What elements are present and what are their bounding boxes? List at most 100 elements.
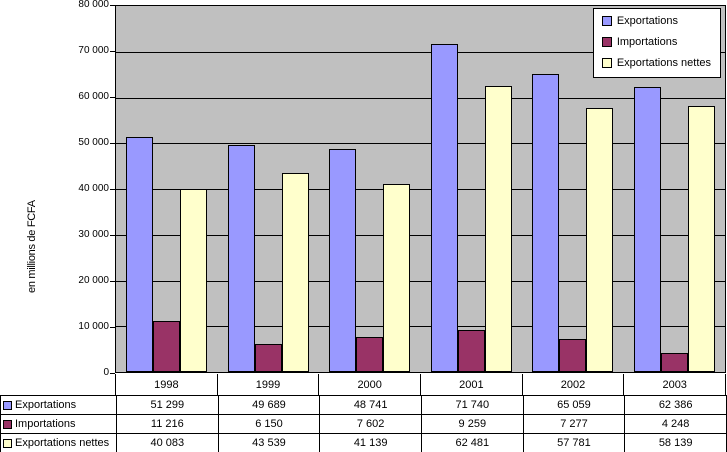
table-row-exportations-nettes: Exportations nettes 40 083 43 539 41 139 62 … bbox=[0, 433, 727, 452]
row-header-exportations: Exportations bbox=[0, 395, 117, 415]
series-key-icon-exportations bbox=[3, 400, 12, 410]
y-tick-mark bbox=[110, 327, 115, 328]
y-tick-label: 10 000 bbox=[78, 321, 109, 332]
value-cell-exportations-nettes-2000: 41 139 bbox=[319, 433, 422, 452]
y-tick-mark bbox=[110, 5, 115, 6]
bar-exportations-1998 bbox=[126, 137, 154, 372]
category-cell-1999: 1999 bbox=[216, 374, 319, 395]
value-cell-importations-1999: 6 150 bbox=[217, 414, 321, 434]
table-row-importations: Importations 11 216 6 150 7 602 9 259 7 277 4 … bbox=[0, 414, 727, 434]
legend: Exportations Importations Exportations net… bbox=[592, 8, 721, 78]
legend-entry-importations: Importations bbox=[601, 36, 711, 48]
gridline bbox=[116, 51, 725, 53]
bar-importations-2003 bbox=[660, 352, 688, 372]
gridline bbox=[116, 189, 725, 190]
row-header-label: Exportations nettes bbox=[15, 437, 110, 449]
value-cell-importations-2003: 4 248 bbox=[624, 414, 727, 434]
legend-key-icon-importations bbox=[601, 37, 612, 47]
row-header-exportations-nettes: Exportations nettes bbox=[0, 433, 117, 452]
value-cell-importations-2000: 7 602 bbox=[319, 414, 422, 434]
bar-importations-2001 bbox=[457, 329, 485, 372]
bar-group-2003 bbox=[624, 6, 726, 372]
series-key-icon-importations bbox=[3, 419, 12, 429]
row-header-content: Exportations bbox=[1, 399, 116, 411]
row-header-content: Importations bbox=[1, 418, 116, 430]
series-key-icon-exportations-nettes bbox=[3, 438, 12, 448]
y-tick-label: 80 000 bbox=[78, 0, 109, 10]
legend-entry-exportations-nettes: Exportations nettes bbox=[601, 57, 711, 69]
gridline bbox=[116, 143, 725, 145]
gridline bbox=[116, 234, 725, 236]
y-tick-label: 50 000 bbox=[78, 137, 109, 148]
value-cell-importations-2002: 7 277 bbox=[522, 414, 626, 434]
bar-exportations-nettes-2002 bbox=[586, 107, 614, 372]
y-tick-mark bbox=[110, 97, 115, 98]
value-cell-exportations-nettes-2001: 62 481 bbox=[420, 433, 524, 452]
y-tick-label: 60 000 bbox=[78, 91, 109, 102]
category-cell-2001: 2001 bbox=[420, 374, 522, 395]
category-cell-2002: 2002 bbox=[521, 374, 624, 395]
bar-exportations-2000 bbox=[329, 149, 357, 372]
legend-label: Importations bbox=[616, 36, 678, 48]
y-tick-label: 40 000 bbox=[78, 183, 109, 194]
category-cell-1998: 1998 bbox=[115, 374, 217, 395]
value-cell-exportations-1999: 49 689 bbox=[217, 395, 321, 415]
bar-importations-2000 bbox=[356, 337, 384, 372]
y-tick-mark bbox=[110, 143, 115, 144]
bar-exportations-nettes-2001 bbox=[484, 86, 512, 372]
value-cell-exportations-2000: 48 741 bbox=[319, 395, 422, 415]
bar-importations-1999 bbox=[254, 343, 282, 372]
bar-exportations-2003 bbox=[633, 86, 661, 372]
y-tick-mark bbox=[110, 373, 115, 374]
bar-exportations-1999 bbox=[227, 144, 255, 372]
bar-importations-1998 bbox=[153, 320, 181, 372]
legend-label: Exportations nettes bbox=[616, 57, 711, 69]
bar-exportations-nettes-1999 bbox=[281, 172, 309, 372]
x-axis-category-row: 1998 1999 2000 2001 2002 2003 bbox=[115, 374, 727, 395]
bar-group-2002 bbox=[522, 6, 624, 372]
y-axis-title: en millions de FCFA bbox=[26, 200, 38, 293]
bar-group-1999 bbox=[218, 6, 320, 372]
bar-exportations-nettes-2000 bbox=[383, 183, 411, 372]
y-tick-mark bbox=[110, 51, 115, 52]
value-cell-exportations-nettes-2003: 58 139 bbox=[624, 433, 727, 452]
row-header-content: Exportations nettes bbox=[1, 437, 116, 449]
bar-exportations-2002 bbox=[532, 74, 560, 372]
plot-area: Exportations Importations Exportations net… bbox=[115, 5, 726, 373]
legend-entry-exportations: Exportations bbox=[601, 15, 711, 27]
bar-exportations-nettes-2003 bbox=[687, 106, 715, 372]
row-header-label: Importations bbox=[15, 418, 76, 430]
data-table: Exportations 51 299 49 689 48 741 71 740 65 0… bbox=[0, 395, 727, 452]
category-cell-2003: 2003 bbox=[623, 374, 727, 395]
legend-key-icon-exportations-nettes bbox=[601, 58, 612, 68]
y-tick-mark bbox=[110, 281, 115, 282]
gridline bbox=[116, 280, 725, 282]
bar-exportations-nettes-1998 bbox=[180, 188, 208, 372]
y-tick-mark bbox=[110, 235, 115, 236]
value-cell-exportations-nettes-2002: 57 781 bbox=[522, 433, 626, 452]
bar-group-2001 bbox=[421, 6, 523, 372]
value-cell-importations-2001: 9 259 bbox=[420, 414, 524, 434]
bar-importations-2002 bbox=[559, 338, 587, 372]
y-tick-label: 30 000 bbox=[78, 229, 109, 240]
bar-group-2000 bbox=[319, 6, 421, 372]
value-cell-exportations-2003: 62 386 bbox=[624, 395, 727, 415]
y-tick-mark bbox=[110, 189, 115, 190]
y-tick-label: 20 000 bbox=[78, 275, 109, 286]
value-cell-exportations-2002: 65 059 bbox=[522, 395, 626, 415]
legend-label: Exportations bbox=[616, 15, 678, 27]
gridline bbox=[116, 326, 725, 328]
gridline bbox=[116, 97, 725, 99]
y-tick-label: 70 000 bbox=[78, 45, 109, 56]
row-header-importations: Importations bbox=[0, 414, 117, 434]
value-cell-exportations-1998: 51 299 bbox=[116, 395, 219, 415]
value-cell-importations-1998: 11 216 bbox=[116, 414, 219, 434]
bar-exportations-2001 bbox=[430, 43, 458, 372]
value-cell-exportations-nettes-1998: 40 083 bbox=[116, 433, 219, 452]
row-header-label: Exportations bbox=[15, 399, 77, 411]
bar-group-1998 bbox=[116, 6, 218, 372]
value-cell-exportations-nettes-1999: 43 539 bbox=[217, 433, 321, 452]
value-cell-exportations-2001: 71 740 bbox=[420, 395, 524, 415]
table-row-exportations: Exportations 51 299 49 689 48 741 71 740 65 0… bbox=[0, 395, 727, 415]
